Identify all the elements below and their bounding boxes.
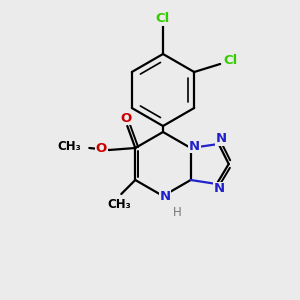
Text: N: N <box>214 182 225 196</box>
Text: N: N <box>189 140 200 152</box>
Text: N: N <box>216 133 227 146</box>
Text: CH₃: CH₃ <box>58 140 81 154</box>
Text: O: O <box>96 142 107 155</box>
Text: CH₃: CH₃ <box>107 198 131 211</box>
Text: H: H <box>173 206 182 219</box>
Text: Cl: Cl <box>156 13 170 26</box>
Text: Cl: Cl <box>223 55 237 68</box>
Text: O: O <box>121 112 132 124</box>
Text: N: N <box>159 190 171 203</box>
